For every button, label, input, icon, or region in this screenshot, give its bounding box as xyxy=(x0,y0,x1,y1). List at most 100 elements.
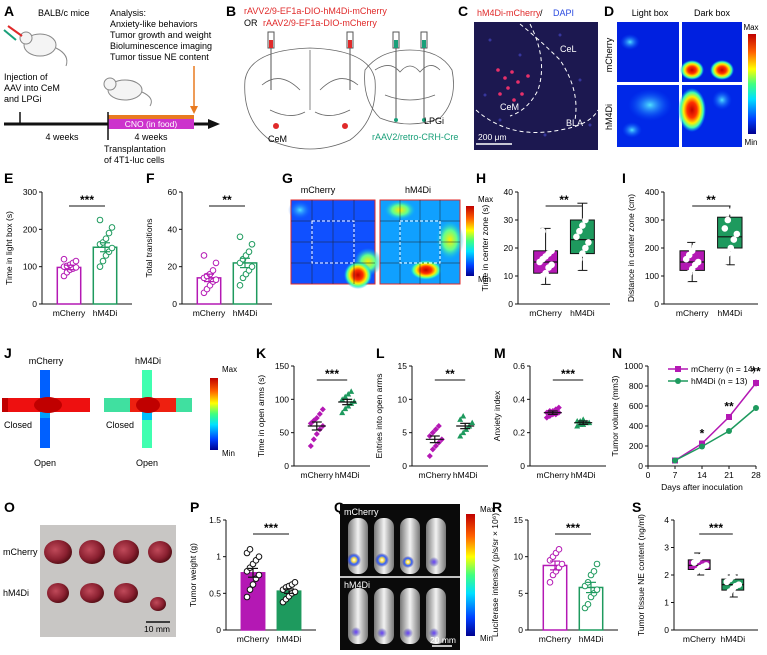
y-tick-label: 0 xyxy=(654,299,659,309)
chart-h: 0 10 20 30 40 Time in center zone (s) mCherry h… xyxy=(480,187,610,318)
legend-hm4di: hM4Di (n = 13) xyxy=(691,376,748,386)
y-tick-label: 0 xyxy=(284,461,289,471)
brain-section-coronal xyxy=(244,47,376,150)
data-point xyxy=(548,261,555,269)
data-point xyxy=(342,405,349,412)
mcherry-cells xyxy=(496,68,530,102)
syringe-icons xyxy=(267,31,428,118)
data-point xyxy=(593,586,601,593)
data-point xyxy=(576,255,583,263)
data-point xyxy=(348,388,355,394)
y-tick-label: 0 xyxy=(32,299,37,309)
data-point xyxy=(539,227,546,235)
data-point xyxy=(590,568,598,575)
panel-letter: F xyxy=(146,170,155,186)
panel-letter: L xyxy=(376,345,385,361)
significance-label: ** xyxy=(559,193,569,207)
y-tick-label: 400 xyxy=(645,187,659,197)
data-point xyxy=(579,222,586,229)
closed-label-2: Closed xyxy=(106,420,134,430)
series-marker xyxy=(753,405,759,411)
series-marker xyxy=(726,414,732,420)
data-point xyxy=(99,257,107,265)
region-label-bla: BLA xyxy=(566,118,583,128)
x-axis-label: Days after inoculation xyxy=(661,482,743,492)
data-point xyxy=(200,252,208,259)
y-tick-label: 300 xyxy=(23,187,37,197)
data-point xyxy=(555,546,563,553)
data-point xyxy=(584,601,592,608)
data-point xyxy=(339,409,346,416)
channel-separator: / xyxy=(540,8,543,18)
data-point xyxy=(682,275,690,283)
data-point xyxy=(536,278,543,285)
data-point xyxy=(236,282,244,289)
colorbar xyxy=(210,378,218,450)
panel-letter: G xyxy=(282,170,293,186)
y-tick-label: 0 xyxy=(638,461,643,471)
row-label-hm4di: hM4Di xyxy=(604,104,614,130)
x-tick-label: hM4Di xyxy=(93,308,118,318)
data-point xyxy=(345,391,352,397)
lpgi-label: LPGi xyxy=(424,116,444,126)
confocal-texture xyxy=(483,33,592,137)
x-tick-label: hM4Di xyxy=(335,470,360,480)
data-point xyxy=(721,264,729,271)
label-hm4di: hM4Di xyxy=(344,580,370,590)
data-point xyxy=(694,258,702,266)
y-tick-label: 800 xyxy=(629,381,643,391)
analysis-line-2: Anxiety-like behaviors xyxy=(110,19,198,29)
data-point xyxy=(432,426,439,433)
colorbar-min: Min xyxy=(478,275,491,284)
y-tick-label: 10 xyxy=(398,394,408,404)
data-point xyxy=(546,579,554,586)
injection-line-2: AAV into CeM xyxy=(4,83,60,93)
y-tick-label: 0 xyxy=(520,461,525,471)
panel-letter: R xyxy=(492,499,502,515)
significance-label: *** xyxy=(264,521,278,535)
y-tick-label: 400 xyxy=(629,421,643,431)
y-tick-label: 10 xyxy=(514,552,524,562)
data-point xyxy=(108,224,116,231)
y-axis-label: Total transitions xyxy=(144,218,154,277)
series-marker xyxy=(699,443,705,450)
colorbar-min: Min xyxy=(745,138,758,147)
x-tick-label: mCherry xyxy=(676,308,709,318)
y-tick-label: 15 xyxy=(514,515,524,525)
data-point xyxy=(702,562,710,569)
data-point xyxy=(248,263,256,270)
closed-label-1: Closed xyxy=(4,420,32,430)
data-point xyxy=(96,216,104,224)
data-point xyxy=(429,446,436,453)
y-tick-label: 150 xyxy=(275,361,289,371)
chart-f: 0 20 40 60 Total transitions mCherry hM4Di ** xyxy=(144,187,272,318)
injection-line-3: and LPGi xyxy=(4,94,42,104)
x-tick-label: hM4Di xyxy=(718,308,743,318)
y-axis-label: Entries into open arms xyxy=(374,373,384,458)
y-tick-label: 3 xyxy=(664,543,669,553)
data-point xyxy=(245,248,253,256)
row-label-mcherry: mCherry xyxy=(604,37,614,72)
timeline-arrow-icon xyxy=(208,119,220,129)
data-point xyxy=(724,250,732,257)
significance-label: *** xyxy=(566,521,580,535)
heatmap-dark-light xyxy=(617,22,742,147)
panel-c: C hM4Di-mCherry / DAPI CeL CeM BLA 200 μ… xyxy=(458,3,599,150)
y-tick-label: 0 xyxy=(216,625,221,635)
x-tick-label: mCherry xyxy=(237,634,270,644)
x-tick-label: 21 xyxy=(724,470,734,480)
colorbar-max: Max xyxy=(478,195,493,204)
y-tick-label: 100 xyxy=(23,262,37,272)
scale-label: 20 mm xyxy=(430,635,456,645)
data-point xyxy=(342,393,349,400)
y-tick-label: 0.6 xyxy=(513,361,525,371)
panel-letter: I xyxy=(622,170,626,186)
chart-e: 0 100 200 300 Time in light box (s) mCherry hM… xyxy=(4,187,132,318)
colorbar xyxy=(466,206,474,276)
col-label-light: Light box xyxy=(632,8,669,18)
significance-label: * xyxy=(700,427,705,441)
x-tick-label: hM4Di xyxy=(277,634,302,644)
colorbar-min: Min xyxy=(480,634,493,643)
data-point xyxy=(209,267,217,274)
region-label-cel: CeL xyxy=(560,44,577,54)
